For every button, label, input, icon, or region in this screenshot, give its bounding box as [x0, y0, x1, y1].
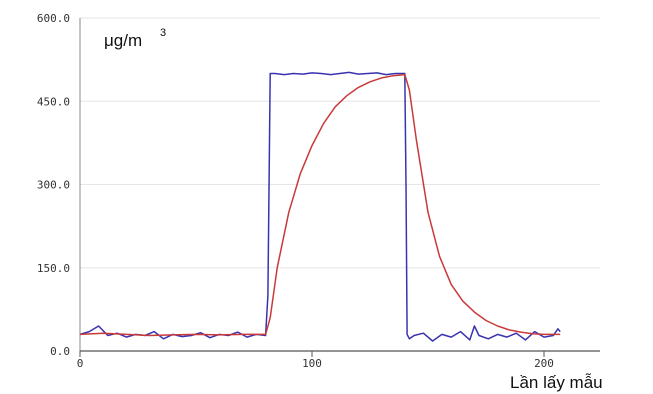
x-axis-label: Lần lấy mẫu: [510, 373, 603, 392]
y-tick-label-2: 300.0: [37, 179, 70, 192]
gridlines: [80, 17, 600, 269]
axes: [79, 18, 600, 357]
x-tick-label-1: 100: [302, 357, 322, 370]
x-tick-labels: 0 100 200: [77, 357, 554, 370]
y-axis-unit-superscript: 3: [160, 27, 166, 39]
y-tick-label-1: 150.0: [37, 262, 70, 275]
y-tick-labels: 0.0 150.0 300.0 450.0 600.0: [37, 12, 70, 358]
y-axis-unit-label: μg/m: [104, 31, 142, 50]
x-tick-label-0: 0: [77, 357, 84, 370]
series-line-1: [79, 73, 561, 337]
series-lines: [79, 71, 561, 342]
y-tick-label-4: 600.0: [37, 12, 70, 25]
y-tick-label-0: 0.0: [50, 345, 70, 358]
series-line-0: [79, 71, 561, 342]
y-tick-label-3: 450.0: [37, 95, 70, 108]
x-tick-label-2: 200: [534, 357, 554, 370]
